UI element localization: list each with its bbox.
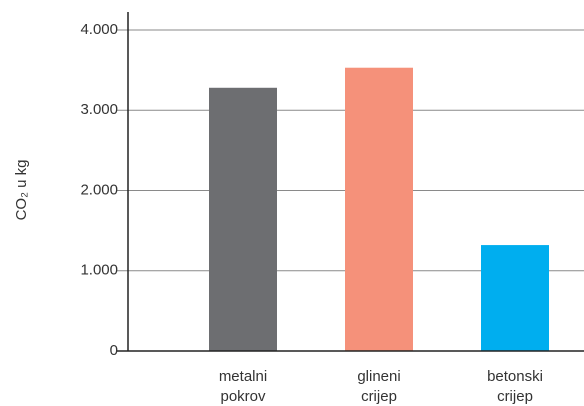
bar-glineni-crijep: [345, 67, 413, 351]
y-axis-title: CO₂ u kg: [13, 160, 30, 221]
y-tick-label: 2.000: [80, 181, 118, 198]
category-label: pokrov: [220, 388, 266, 405]
bar-metalni-pokrov: [209, 87, 277, 351]
category-label: metalni: [219, 368, 267, 385]
y-tick-label: 0: [110, 342, 118, 359]
category-label: crijep: [361, 388, 397, 405]
y-tick-label: 3.000: [80, 101, 118, 118]
y-tick-label: 4.000: [80, 21, 118, 38]
axes: [127, 12, 584, 352]
bar-betonski-crijep: [481, 245, 549, 351]
category-label: betonski: [487, 368, 543, 385]
category-label: glineni: [357, 368, 400, 385]
category-label: crijep: [497, 388, 533, 405]
bars: [209, 67, 549, 351]
category-labels: metalni pokrov glineni crijep betonski crijep: [219, 368, 543, 405]
y-tick-label: 1.000: [80, 262, 118, 279]
y-tick-labels: 0 1.000 2.000 3.000 4.000: [80, 21, 118, 359]
